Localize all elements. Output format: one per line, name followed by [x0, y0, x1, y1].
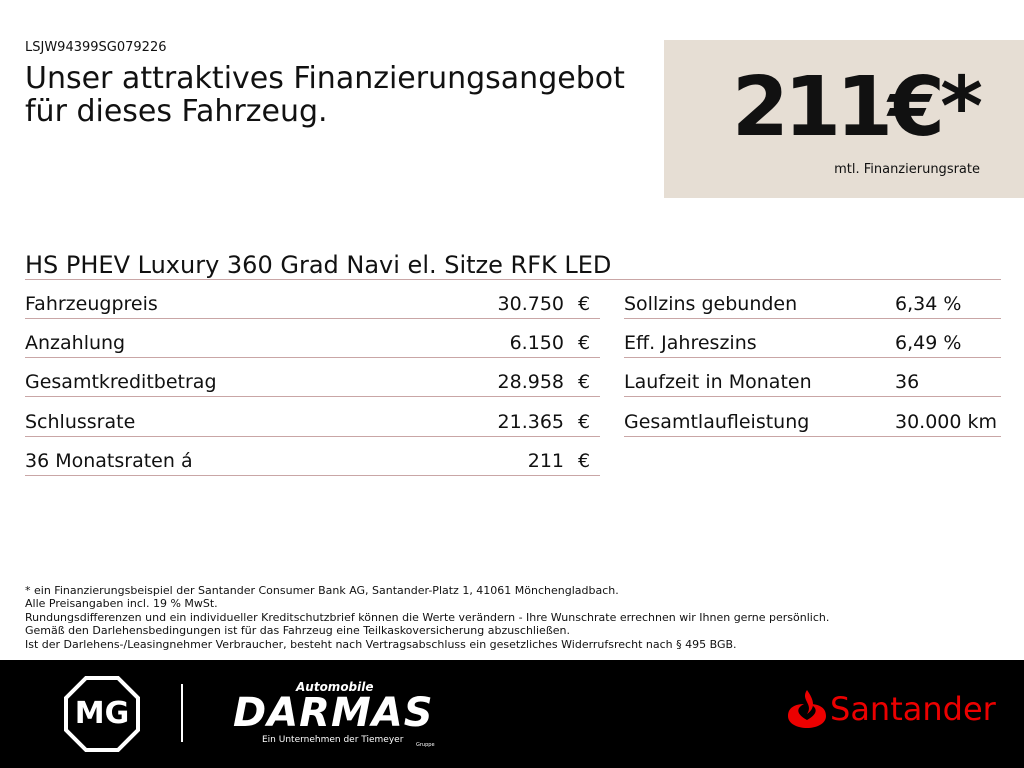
table-row: Fahrzeugpreis 30.750 €	[25, 279, 600, 319]
footnote: Rundungsdifferenzen und ein individuelle…	[25, 610, 830, 624]
footnote: * ein Finanzierungsbeispiel der Santande…	[25, 584, 619, 597]
mg-logo	[64, 676, 140, 752]
row-label: Eff. Jahreszins	[624, 332, 757, 355]
footnote: Ist der Darlehens-/Leasingnehmer Verbrau…	[25, 637, 737, 651]
table-row: Gesamtkreditbetrag 28.958 €	[25, 357, 600, 398]
price-box: 211€* mtl. Finanzierungsrate	[664, 40, 1024, 198]
santander-flame	[788, 690, 826, 728]
dealer-sub: Ein Unternehmen der Tiemeyer	[262, 735, 404, 745]
table-row: Gesamtlaufleistung 30.000 km	[624, 397, 1001, 437]
bank-name: Santander	[830, 690, 996, 728]
headline-line: Unser attraktives Finanzierungsangebot	[25, 61, 625, 96]
row-value: 6.150	[509, 332, 564, 355]
row-unit: €	[578, 449, 591, 472]
row-value: 30.000 km	[895, 410, 998, 433]
row-label: Fahrzeugpreis	[25, 293, 158, 315]
row-label: Anzahlung	[25, 332, 126, 355]
row-value: 6,34 %	[895, 293, 962, 315]
mg-text: MG	[74, 696, 130, 731]
row-unit: €	[578, 410, 591, 433]
footnote: Alle Preisangaben incl. 19 % MwSt.	[25, 597, 218, 611]
row-label: Gesamtkreditbetrag	[25, 371, 217, 394]
table-row: Laufzeit in Monaten 36	[624, 357, 1001, 398]
footer: MG Automobile DARMAS Ein Unternehmen der…	[0, 660, 1024, 768]
table-row: Sollzins gebunden 6,34 %	[624, 279, 1001, 319]
footnote: Gemäß den Darlehensbedingungen ist für d…	[25, 624, 570, 638]
headline-line: für dieses Fahrzeug.	[25, 94, 328, 129]
price: 211€*	[731, 60, 983, 155]
row-label: Sollzins gebunden	[624, 293, 798, 315]
model-title: HS PHEV Luxury 360 Grad Navi el. Sitze R…	[25, 251, 1001, 280]
row-label: Laufzeit in Monaten	[624, 371, 812, 394]
row-value: 36	[895, 371, 920, 394]
divider	[181, 684, 183, 742]
table-row: Anzahlung 6.150 €	[25, 318, 600, 359]
footnotes: * ein Finanzierungsbeispiel der Santande…	[25, 584, 829, 651]
price-caption: mtl. Finanzierungsrate	[834, 162, 980, 177]
row-unit: €	[578, 293, 591, 315]
dealer-name: DARMAS	[233, 690, 434, 736]
row-value: 211	[527, 449, 564, 472]
row-value: 21.365	[497, 410, 564, 433]
row-label: 36 Monatsraten á	[25, 449, 193, 472]
vin: LSJW94399SG079226	[25, 40, 167, 55]
dealer-top: Automobile	[296, 680, 374, 694]
row-value: 30.750	[497, 293, 564, 315]
row-label: Gesamtlaufleistung	[624, 410, 810, 433]
row-label: Schlussrate	[25, 410, 136, 433]
row-value: 6,49 %	[895, 332, 962, 355]
headline: Unser attraktives Finanzierungsangebot f…	[25, 62, 625, 128]
row-value: 28.958	[497, 371, 564, 394]
dealer-group: Gruppe	[416, 742, 435, 748]
row-unit: €	[578, 332, 591, 355]
table-row: Eff. Jahreszins 6,49 %	[624, 318, 1001, 359]
table-row: Schlussrate 21.365 €	[25, 397, 600, 437]
table-row: 36 Monatsraten á 211 €	[25, 436, 600, 476]
row-unit: €	[578, 371, 591, 394]
